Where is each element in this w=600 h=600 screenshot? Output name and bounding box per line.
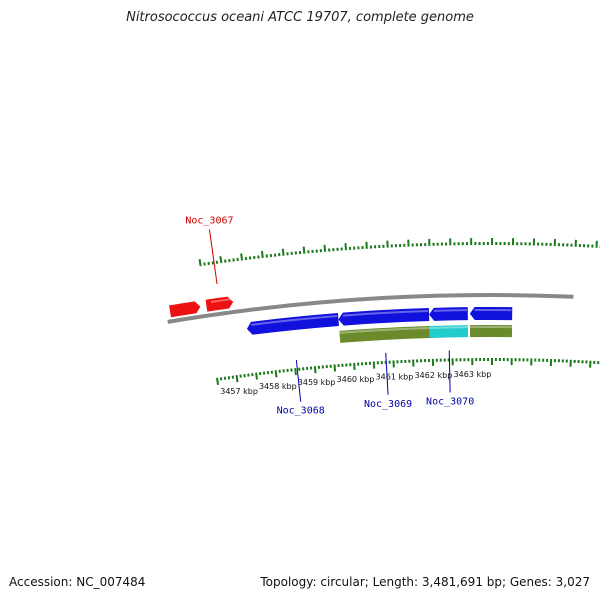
outer-tick — [198, 259, 202, 267]
gene-label-leader — [448, 350, 451, 393]
ruler-label: 3460 kbp — [337, 375, 375, 384]
genome-summary-text: Topology: circular; Length: 3,481,691 bp… — [260, 575, 590, 589]
gene-arrow — [169, 301, 201, 318]
inner-tick — [313, 366, 317, 374]
outer-tick — [260, 250, 264, 259]
gene-label-leader — [385, 352, 389, 395]
feature-highlight — [429, 326, 468, 329]
gene-label: Noc_3069 — [364, 399, 412, 410]
gene-highlight — [251, 315, 338, 326]
inner-tick — [353, 362, 356, 370]
gene-highlight — [210, 298, 233, 303]
gene-highlight — [342, 309, 429, 317]
inner-tick — [333, 364, 337, 372]
gene-arrow — [205, 296, 234, 312]
outer-tick — [344, 243, 347, 251]
gene-arrow — [246, 312, 339, 335]
outer-tick-ring — [198, 238, 600, 267]
gene-arrow — [469, 307, 513, 321]
gene-arrow — [338, 307, 430, 326]
inner-tick-ring — [216, 357, 600, 385]
outer-tick — [302, 246, 306, 254]
outer-tick — [323, 244, 327, 252]
ruler-label: 3462 kbp — [415, 371, 453, 380]
map-title: Nitrosococcus oceani ATCC 19707, complet… — [126, 10, 474, 25]
outer-tick — [240, 253, 244, 261]
feature-block — [469, 325, 513, 338]
gene-label: Noc_3068 — [277, 406, 325, 417]
gene-label: Noc_3067 — [185, 215, 233, 226]
gene-arrow — [429, 307, 468, 321]
ruler-label: 3458 kbp — [259, 382, 297, 391]
backbone-line — [167, 293, 574, 324]
outer-tick — [219, 256, 223, 264]
ruler-label: 3457 kbp — [220, 387, 258, 396]
ruler-label: 3463 kbp — [454, 370, 492, 379]
gene-label-leader — [295, 359, 302, 402]
gene-highlight — [433, 309, 467, 312]
accession-text: Accession: NC_007484 — [9, 575, 146, 589]
inner-tick — [294, 368, 297, 376]
ruler-label: 3459 kbp — [298, 378, 336, 387]
inner-tick — [274, 370, 278, 378]
inner-tick — [216, 377, 220, 385]
genome-backbone — [167, 293, 574, 324]
outer-tick — [281, 248, 285, 256]
inner-tick — [255, 372, 258, 380]
gene-label-leader — [208, 229, 218, 285]
feature-track — [339, 325, 513, 343]
feature-highlight — [339, 326, 430, 334]
gene-track — [169, 296, 513, 335]
feature-block — [429, 325, 469, 338]
gene-labels: Noc_3067 Noc_3068 Noc_3069 Noc_3070 — [185, 215, 474, 416]
inner-tick — [235, 375, 239, 383]
gene-label: Noc_3070 — [426, 396, 474, 407]
ruler-label: 3461 kbp — [376, 372, 414, 381]
feature-block — [339, 325, 430, 343]
